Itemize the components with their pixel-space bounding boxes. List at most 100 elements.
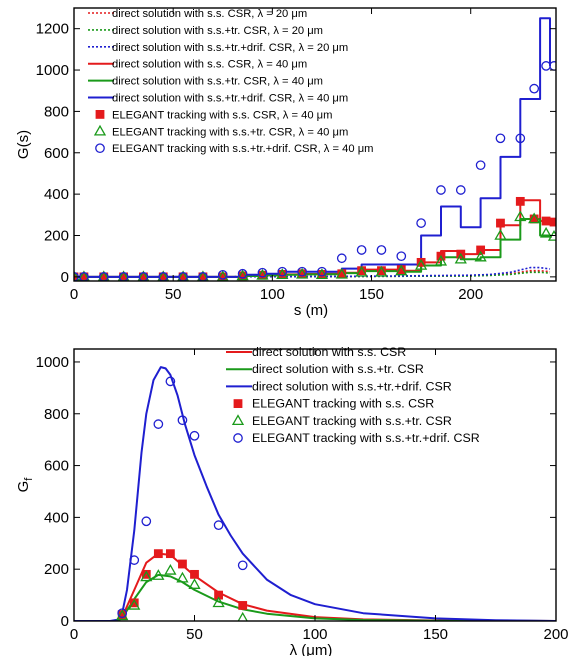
data-point-7-14 xyxy=(335,267,348,279)
data-point-4-4 xyxy=(164,563,177,575)
legend-marker-7 xyxy=(93,124,107,136)
data-point-7-12 xyxy=(295,267,309,279)
data-point-7-15 xyxy=(355,265,368,277)
y-tick-label-1: 200 xyxy=(44,228,69,245)
legend-label-4: ELEGANT tracking with s.s.+tr. CSR xyxy=(252,414,452,428)
data-point-3-2 xyxy=(141,569,151,579)
x-tick-label-1: 50 xyxy=(186,626,203,643)
data-point-3-8 xyxy=(238,601,248,610)
plot-area xyxy=(74,366,556,621)
series-line-0 xyxy=(74,552,556,621)
y-tick-label-0: 0 xyxy=(61,269,69,286)
data-point-8-12 xyxy=(297,266,307,277)
x-tick-label-3: 150 xyxy=(359,286,384,303)
data-point-8-5 xyxy=(158,272,169,281)
legend-label-5: ELEGANT tracking with s.s.+tr.+drif. CSR xyxy=(252,431,480,445)
legend-label-5: direct solution with s.s.+tr.+drif. CSR,… xyxy=(112,93,348,105)
data-point-7-16 xyxy=(375,265,388,277)
x-tick-label-3: 150 xyxy=(423,626,448,643)
data-point-8-9 xyxy=(237,268,248,279)
y-tick-label-6: 1200 xyxy=(36,21,69,38)
data-point-8-7 xyxy=(198,272,208,281)
data-point-5-7 xyxy=(213,520,224,531)
data-point-4-3 xyxy=(152,569,165,580)
data-point-7-11 xyxy=(276,268,289,280)
data-point-8-2 xyxy=(98,272,109,281)
data-point-7-17 xyxy=(395,264,408,276)
data-point-5-6 xyxy=(189,430,200,441)
y-tick-label-5: 1000 xyxy=(36,62,69,79)
data-point-5-1 xyxy=(129,555,140,565)
data-point-6-26 xyxy=(549,217,556,227)
y-tick-label-1: 200 xyxy=(44,561,69,578)
data-point-4-7 xyxy=(212,596,225,608)
data-point-7-20 xyxy=(454,252,467,264)
data-point-8-15 xyxy=(356,245,367,255)
legend-label-6: ELEGANT tracking with s.s. CSR, λ = 40 μ… xyxy=(112,109,332,121)
data-point-6-22 xyxy=(496,218,505,228)
data-point-7-10 xyxy=(256,268,269,280)
axes-frame xyxy=(73,7,557,282)
legend-label-2: direct solution with s.s.+tr.+drif. CSR xyxy=(252,379,452,393)
series-line-3 xyxy=(74,199,551,278)
legend-label-2: direct solution with s.s.+tr.+drif. CSR,… xyxy=(112,42,348,54)
data-point-8-26 xyxy=(549,61,556,71)
data-point-7-21 xyxy=(474,250,487,262)
data-point-4-1 xyxy=(128,598,141,610)
data-point-8-18 xyxy=(416,218,426,228)
y-tick-label-3: 600 xyxy=(44,458,69,475)
data-point-7-13 xyxy=(315,268,329,280)
y-axis-label: G(s) xyxy=(15,130,32,159)
data-point-3-6 xyxy=(190,569,199,579)
data-point-7-25 xyxy=(539,226,553,238)
legend-label-3: direct solution with s.s. CSR, λ = 40 μm xyxy=(112,59,307,71)
data-point-7-23 xyxy=(514,210,527,222)
chart-bottom: 0 50 100 150 200 0 200 400 600 800 1000 λ (μm) Gf dir… xyxy=(15,345,569,656)
data-point-8-17 xyxy=(396,251,407,262)
data-point-8-14 xyxy=(336,253,347,264)
data-point-8-20 xyxy=(455,185,466,195)
data-point-3-5 xyxy=(178,559,187,569)
data-point-3-1 xyxy=(129,598,139,608)
y-tick-label-4: 800 xyxy=(44,406,69,423)
legend-label-1: direct solution with s.s.+tr. CSR, λ = 2… xyxy=(112,25,323,37)
legend-marker-6 xyxy=(95,110,105,119)
x-tick-label-2: 100 xyxy=(260,286,285,303)
data-point-7-9 xyxy=(236,269,249,281)
data-point-8-6 xyxy=(178,272,188,281)
legend-marker-8 xyxy=(95,143,105,154)
data-point-8-19 xyxy=(436,185,446,195)
data-point-8-21 xyxy=(475,160,486,171)
legend-label-1: direct solution with s.s.+tr. CSR xyxy=(252,362,424,376)
x-tick-label-1: 50 xyxy=(165,286,182,303)
data-point-6-21 xyxy=(476,245,486,255)
data-point-8-13 xyxy=(317,266,327,277)
data-point-8-11 xyxy=(277,266,288,277)
data-point-7-24 xyxy=(528,212,541,224)
y-tick-label-0: 0 xyxy=(61,613,69,630)
data-point-7-18 xyxy=(415,258,428,270)
data-point-8-8 xyxy=(217,269,228,280)
data-point-8-3 xyxy=(118,272,129,281)
legend-label-4: direct solution with s.s.+tr. CSR, λ = 4… xyxy=(112,76,323,88)
data-point-7-0 xyxy=(74,270,81,281)
y-tick-label-5: 1000 xyxy=(36,354,69,371)
legend-label-3: ELEGANT tracking with s.s. CSR xyxy=(252,397,434,411)
series-line-2 xyxy=(74,366,556,621)
data-point-3-4 xyxy=(165,549,175,559)
data-point-4-5 xyxy=(176,571,189,583)
x-tick-label-0: 0 xyxy=(70,626,78,643)
legend-label-7: ELEGANT tracking with s.s.+tr. CSR, λ = … xyxy=(112,126,348,138)
data-point-8-25 xyxy=(541,61,551,71)
data-point-7-19 xyxy=(434,254,448,266)
data-point-5-5 xyxy=(177,415,188,426)
x-tick-label-4: 200 xyxy=(458,286,483,303)
chart-top: 0 50 100 150 200 0 200 400 600 800 1000 1200 s (m) G(… xyxy=(15,7,557,319)
data-point-5-8 xyxy=(237,560,248,571)
y-tick-label-2: 400 xyxy=(44,509,69,526)
legend-label-8: ELEGANT tracking with s.s.+tr.+drif. CSR… xyxy=(112,143,373,155)
series-line-2 xyxy=(74,266,551,278)
y-axis-label: Gf xyxy=(15,477,35,493)
legend: direct solution with s.s. CSR direct solu… xyxy=(226,345,480,445)
